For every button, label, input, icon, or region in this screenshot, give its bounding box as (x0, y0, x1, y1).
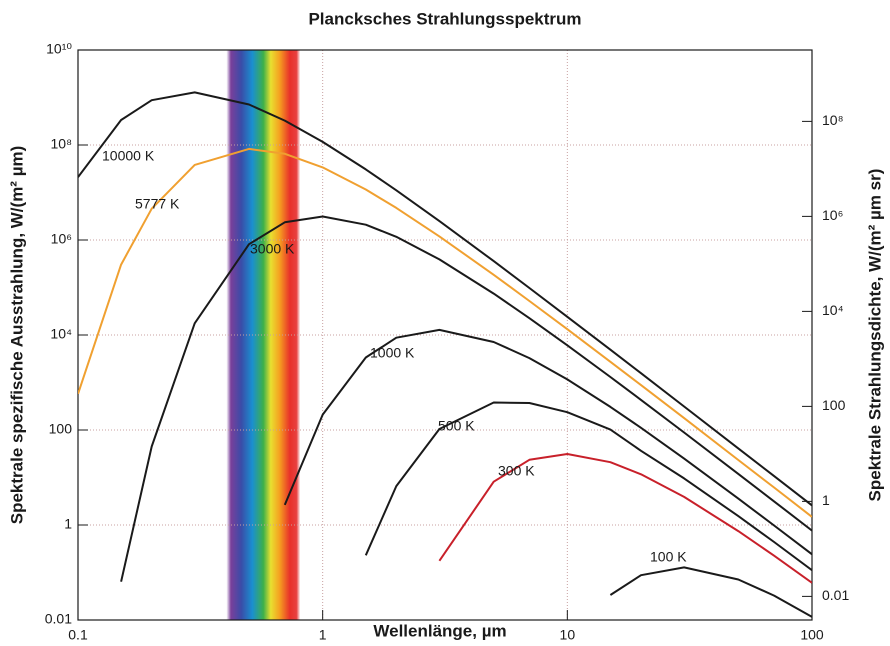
x-tick-label: 10 (560, 627, 576, 643)
curve (78, 92, 812, 505)
y-tick-label: 10⁸ (51, 136, 73, 152)
y2-tick-label: 100 (822, 397, 846, 413)
y2-tick-label: 10⁶ (822, 207, 843, 223)
curve-label: 300 K (498, 463, 535, 479)
curve-label: 3000 K (250, 241, 295, 257)
curve-label: 100 K (650, 549, 687, 565)
curve (366, 403, 812, 571)
y2-tick-label: 1 (822, 492, 830, 508)
y-tick-label: 10⁶ (51, 231, 72, 247)
y-tick-label: 10¹⁰ (46, 41, 72, 57)
curve-label: 1000 K (370, 345, 415, 361)
curve (78, 149, 812, 517)
chart: Plancksches Strahlungsspektrum Wellenlän… (0, 0, 890, 646)
curve-label: 10000 K (102, 148, 155, 164)
y2-tick-label: 10⁸ (822, 112, 844, 128)
x-tick-label: 0.1 (68, 627, 88, 643)
curve (285, 330, 812, 554)
x-tick-label: 1 (319, 627, 327, 643)
y-tick-label: 1 (64, 516, 72, 532)
curve-label: 500 K (438, 418, 475, 434)
y-tick-label: 10⁴ (50, 326, 72, 342)
curve (121, 217, 812, 582)
y-axis-label: Spektrale spezifische Ausstrahlung, W/(m… (7, 146, 26, 525)
y-tick-label: 0.01 (45, 611, 72, 627)
y2-axis-label: Spektrale Strahlungsdichte, W/(m² µm sr) (865, 169, 884, 502)
curve-label: 5777 K (135, 196, 180, 212)
y-tick-label: 100 (49, 421, 73, 437)
x-tick-label: 100 (800, 627, 824, 643)
curve (610, 567, 812, 617)
plot-area (78, 92, 812, 617)
y2-tick-label: 10⁴ (822, 302, 844, 318)
y2-tick-label: 0.01 (822, 587, 849, 603)
x-axis-label: Wellenlänge, µm (373, 621, 506, 640)
chart-title: Plancksches Strahlungsspektrum (308, 9, 581, 28)
